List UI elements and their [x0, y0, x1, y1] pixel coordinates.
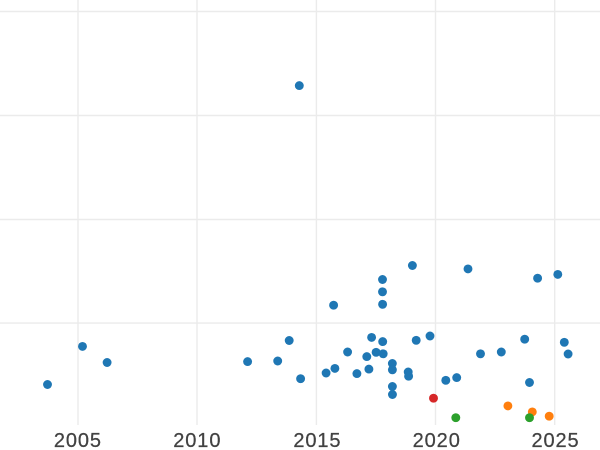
svg-text:2025: 2025 — [531, 430, 579, 450]
svg-text:2005: 2005 — [54, 430, 102, 450]
svg-text:2020: 2020 — [413, 430, 461, 450]
svg-text:2015: 2015 — [293, 430, 341, 450]
svg-text:2010: 2010 — [173, 430, 221, 450]
